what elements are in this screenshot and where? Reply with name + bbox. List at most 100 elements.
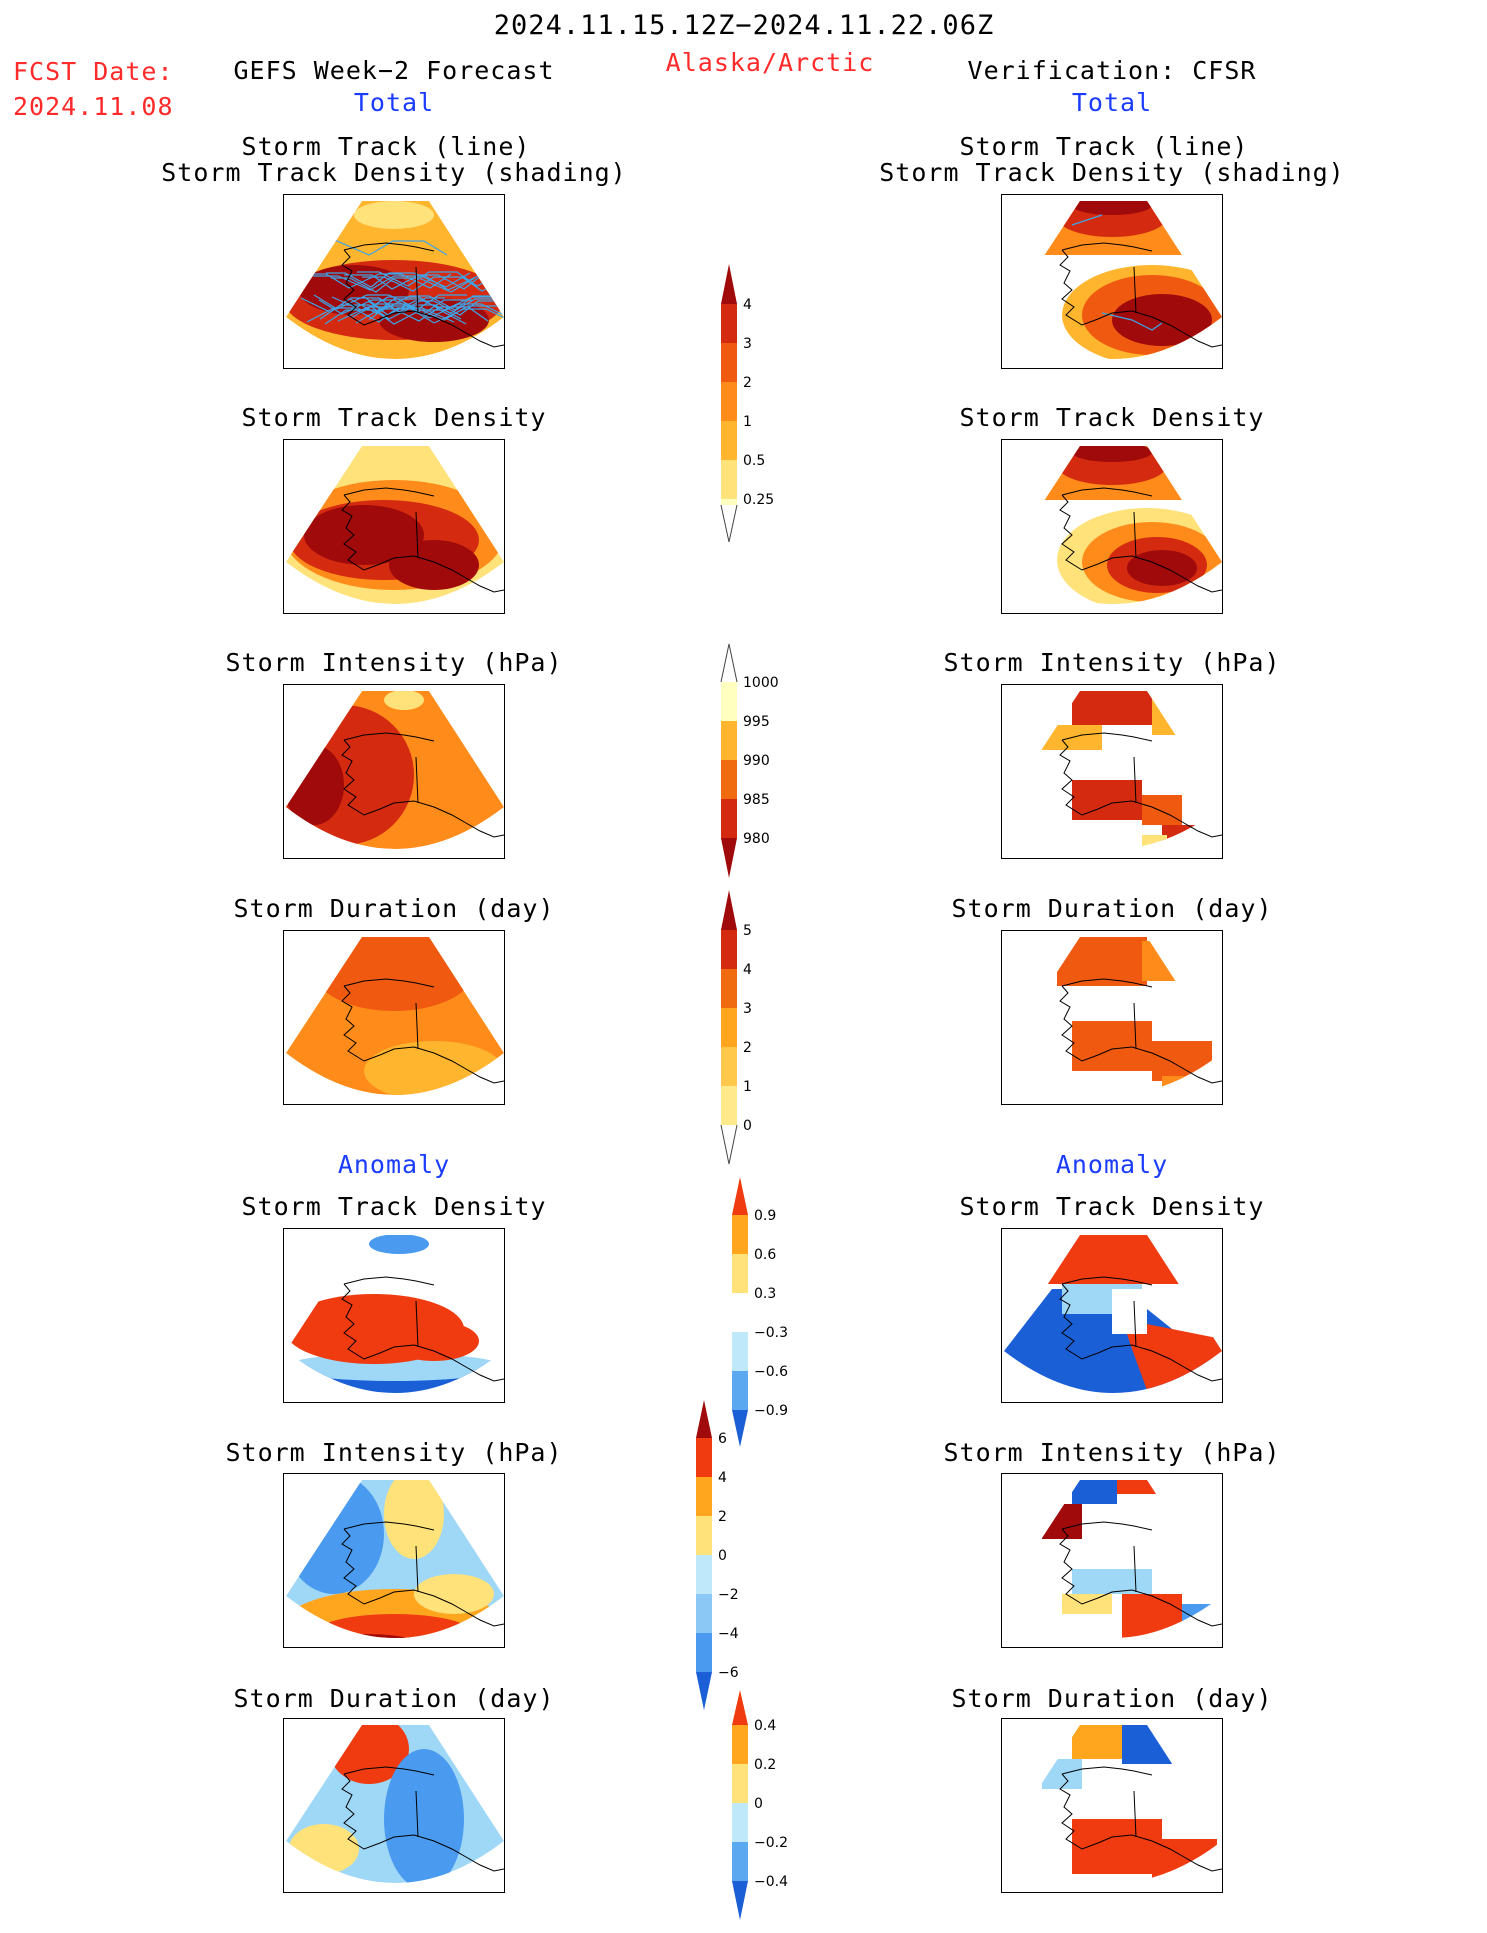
cbar-intensity-tick: 1000: [743, 675, 779, 691]
map-verif-density-anomaly: [1001, 1228, 1223, 1403]
date-range-title: 2024.11.15.12Z−2024.11.22.06Z: [493, 10, 995, 41]
cbar-danom-seg: [732, 1215, 748, 1254]
cbar-intensity-tick: 995: [743, 714, 770, 730]
map-forecast-intensity: [283, 684, 505, 859]
cbar-ianom-tick: 2: [718, 1509, 727, 1525]
cbar-density-top-arrow: [721, 264, 737, 304]
cbar-ianom-tick: −6: [718, 1665, 739, 1681]
map-forecast-intensity-anomaly: [283, 1473, 505, 1648]
region-title: Alaska/Arctic: [665, 48, 875, 77]
colorbar-intensity: 1000 995 990 985 980: [720, 643, 779, 878]
cbar-intensity-tick: 990: [743, 753, 770, 769]
cbar-intensity-seg: [721, 682, 737, 721]
cbar-density-bottom-arrow: [720, 504, 738, 542]
cbar-density-seg: [721, 499, 737, 505]
cbar-intensity-seg: [721, 799, 737, 838]
cbar-ianom-bottom-arrow: [696, 1672, 712, 1710]
colorbar-duration: 5 4 3 2 1 0: [720, 890, 752, 1165]
cbar-density-seg: [721, 460, 737, 499]
cbar-intensity-top-arrow: [720, 643, 738, 683]
cbar-ianom-tick: −4: [718, 1626, 739, 1642]
cbar-duration-seg: [721, 1008, 737, 1047]
right-row2-title: Storm Track Density: [959, 403, 1265, 432]
cbar-duration-seg: [721, 1047, 737, 1086]
cbar-danom-seg: [732, 1371, 748, 1410]
map-verif-intensity: [1001, 684, 1223, 859]
map-forecast-track-density-lines: [283, 194, 505, 369]
cbar-ianom-seg: [696, 1438, 712, 1477]
cbar-ianom-tick: 4: [718, 1470, 727, 1486]
left-row1-title2: Storm Track Density (shading): [161, 158, 627, 187]
left-row5-title: Storm Track Density: [241, 1192, 547, 1221]
cbar-duanom-seg: [732, 1842, 748, 1881]
cbar-ianom-seg: [696, 1633, 712, 1672]
cbar-duanom-seg: [732, 1803, 748, 1842]
left-row2-title: Storm Track Density: [241, 403, 547, 432]
cbar-danom-tick: −0.6: [754, 1364, 788, 1380]
cbar-danom-bottom-arrow: [732, 1410, 748, 1447]
map-verif-duration-anomaly: [1001, 1718, 1223, 1893]
cbar-ianom-seg: [696, 1555, 712, 1594]
map-verif-duration: [1001, 930, 1223, 1105]
cbar-danom-seg: [732, 1254, 748, 1293]
cbar-intensity-bottom-arrow: [721, 838, 737, 878]
cbar-ianom-seg: [696, 1516, 712, 1555]
cbar-danom-seg: [732, 1293, 748, 1332]
cbar-duration-seg: [721, 969, 737, 1008]
colorbar-density-anomaly: 0.9 0.6 0.3 −0.3 −0.6 −0.9: [732, 1177, 788, 1447]
map-forecast-track-density: [283, 439, 505, 614]
right-row6-title: Storm Intensity (hPa): [943, 1438, 1281, 1467]
cbar-danom-seg: [732, 1332, 748, 1371]
right-column-title: Verification: CFSR: [967, 56, 1257, 85]
right-row5-title: Storm Track Density: [959, 1192, 1265, 1221]
colorbar-density: 4 3 2 1 0.5 0.25: [720, 264, 774, 542]
cbar-intensity-tick: 985: [743, 792, 770, 808]
map-verif-track-density-lines: [1001, 194, 1223, 369]
left-row6-title: Storm Intensity (hPa): [225, 1438, 563, 1467]
cbar-density-tick: 1: [743, 414, 752, 430]
cbar-density-seg: [721, 421, 737, 460]
map-forecast-duration: [283, 930, 505, 1105]
cbar-danom-top-arrow: [732, 1177, 748, 1215]
cbar-duration-tick: 2: [743, 1040, 752, 1056]
cbar-duanom-seg: [732, 1764, 748, 1803]
cbar-duration-tick: 4: [743, 962, 752, 978]
cbar-intensity-tick: 980: [743, 831, 770, 847]
cbar-duration-tick: 1: [743, 1079, 752, 1095]
cbar-density-tick: 3: [743, 336, 752, 352]
cbar-danom-tick: −0.3: [754, 1325, 788, 1341]
left-row7-title: Storm Duration (day): [233, 1684, 555, 1713]
left-total-label: Total: [353, 88, 435, 117]
cbar-intensity-seg: [721, 760, 737, 799]
right-row1-title1: Storm Track (line): [959, 132, 1249, 161]
cbar-danom-tick: −0.9: [754, 1403, 788, 1419]
cbar-ianom-tick: 0: [718, 1548, 727, 1564]
cbar-ianom-tick: 6: [718, 1431, 727, 1447]
right-row7-title: Storm Duration (day): [951, 1684, 1273, 1713]
cbar-duration-tick: 5: [743, 923, 752, 939]
map-verif-intensity-anomaly: [1001, 1473, 1223, 1648]
cbar-danom-tick: 0.9: [754, 1208, 776, 1224]
cbar-density-seg: [721, 382, 737, 421]
left-column-title: GEFS Week−2 Forecast: [233, 56, 555, 85]
cbar-duanom-tick: −0.2: [754, 1835, 788, 1851]
cbar-danom-tick: 0.6: [754, 1247, 776, 1263]
cbar-duration-tick: 3: [743, 1001, 752, 1017]
cbar-duanom-bottom-arrow: [732, 1881, 748, 1920]
fcst-date-value: 2024.11.08: [13, 92, 174, 121]
left-row4-title: Storm Duration (day): [233, 894, 555, 923]
cbar-danom-tick: 0.3: [754, 1286, 776, 1302]
cbar-duration-tick: 0: [743, 1118, 752, 1134]
right-row1-title2: Storm Track Density (shading): [879, 158, 1345, 187]
cbar-ianom-seg: [696, 1477, 712, 1516]
cbar-ianom-seg: [696, 1594, 712, 1633]
colorbar-duration-anomaly: 0.4 0.2 0 −0.2 −0.4: [732, 1690, 788, 1920]
fcst-date-label: FCST Date:: [13, 57, 174, 86]
cbar-duanom-tick: 0.2: [754, 1757, 776, 1773]
cbar-duanom-seg: [732, 1725, 748, 1764]
map-forecast-density-anomaly: [283, 1228, 505, 1403]
cbar-duration-bottom-arrow: [720, 1124, 738, 1165]
cbar-ianom-tick: −2: [718, 1587, 739, 1603]
cbar-duration-seg: [721, 930, 737, 969]
cbar-density-tick: 0.5: [743, 453, 765, 469]
